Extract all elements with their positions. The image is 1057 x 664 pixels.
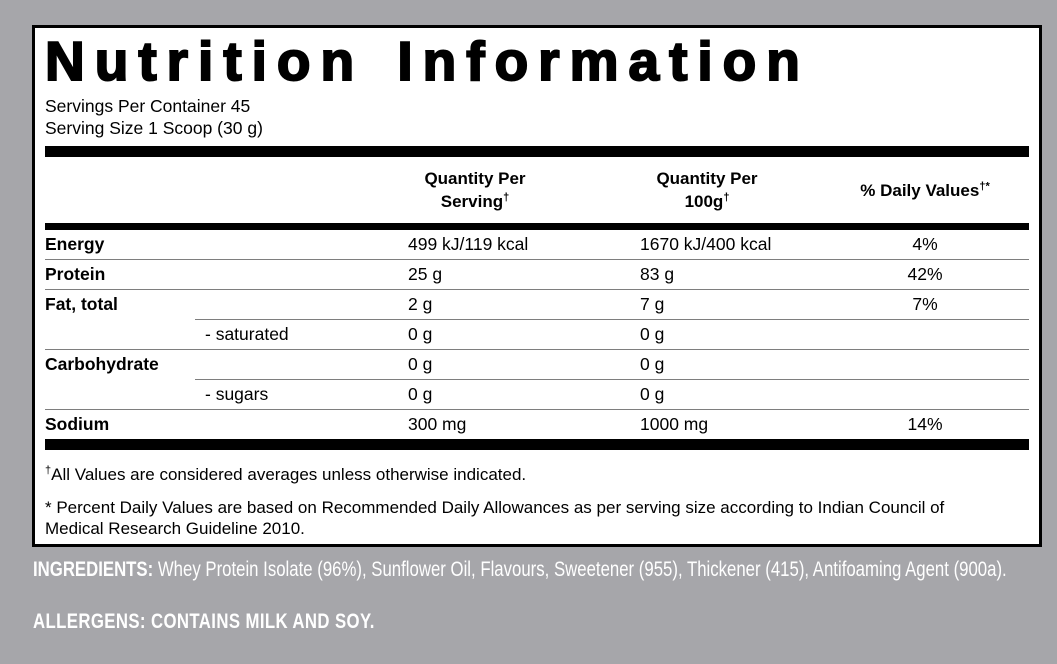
table-row-saturated: - saturated 0 g 0 g — [45, 320, 1029, 349]
row-label: Energy — [45, 234, 105, 254]
row-100g-value: 0 g — [640, 354, 665, 374]
row-serving-value: 25 g — [408, 264, 443, 284]
row-serving-value: 300 mg — [408, 414, 467, 434]
table-row-energy: Energy 499 kJ/119 kcal 1670 kJ/400 kcal … — [45, 230, 1029, 259]
table-row-fat-total: Fat, total 2 g 7 g 7% — [45, 290, 1029, 319]
table-row-sodium: Sodium 300 mg 1000 mg 14% — [45, 410, 1029, 439]
row-separator-indented — [195, 319, 1029, 320]
row-separator-indented — [195, 379, 1029, 380]
allergens-line: ALLERGENS: CONTAINS MILK AND SOY. — [33, 609, 375, 633]
row-separator — [45, 349, 1029, 350]
divider-bar-bottom — [45, 439, 1029, 450]
header-quantity-per-serving: Quantity Per Serving† — [400, 167, 632, 213]
ingredients-line: INGREDIENTS: Whey Protein Isolate (96%),… — [33, 556, 1007, 582]
header-quantity-per-100g: Quantity Per 100g† — [632, 167, 840, 213]
row-separator — [45, 409, 1029, 410]
divider-bar-top — [45, 146, 1029, 157]
row-daily-value: 14% — [907, 414, 943, 434]
row-serving-value: 2 g — [408, 294, 433, 314]
ingredients-text: Whey Protein Isolate (96%), Sunflower Oi… — [153, 557, 1007, 581]
row-100g-value: 0 g — [640, 324, 665, 344]
serving-info: Servings Per Container 45 Serving Size 1… — [45, 95, 1029, 139]
dagger-marker: † — [45, 464, 52, 477]
row-label: Sodium — [45, 414, 110, 434]
table-row-protein: Protein 25 g 83 g 42% — [45, 260, 1029, 289]
row-daily-value: 7% — [912, 294, 938, 314]
dagger-marker: † — [503, 191, 510, 204]
row-sublabel: - sugars — [205, 384, 269, 404]
below-panel-section: INGREDIENTS: Whey Protein Isolate (96%),… — [33, 556, 1053, 634]
header-daily-values: % Daily Values†* — [860, 179, 990, 200]
dagger-marker: † — [723, 191, 730, 204]
divider-bar-header — [45, 223, 1029, 230]
row-serving-value: 0 g — [408, 324, 433, 344]
row-separator — [45, 289, 1029, 290]
footnote-averages: †All Values are considered averages unle… — [45, 464, 527, 484]
footnote-daily-values: * Percent Daily Values are based on Reco… — [45, 498, 945, 538]
row-label: Fat, total — [45, 294, 118, 314]
row-separator — [45, 259, 1029, 260]
dagger-asterisk-marker: †* — [979, 179, 990, 192]
row-serving-value: 0 g — [408, 384, 433, 404]
row-label: Carbohydrate — [45, 354, 159, 374]
ingredients-label: INGREDIENTS: — [33, 557, 154, 581]
serving-size: Serving Size 1 Scoop (30 g) — [45, 118, 263, 138]
row-daily-value: 42% — [907, 264, 943, 284]
row-100g-value: 1670 kJ/400 kcal — [640, 234, 772, 254]
servings-per-container: Servings Per Container 45 — [45, 96, 251, 116]
header-quantity-per-serving-text: Quantity Per Serving† — [424, 169, 526, 211]
row-serving-value: 499 kJ/119 kcal — [408, 234, 529, 254]
header-quantity-per-100g-text: Quantity Per 100g† — [656, 169, 758, 211]
table-row-sugars: - sugars 0 g 0 g — [45, 380, 1029, 409]
row-sublabel: - saturated — [205, 324, 289, 344]
row-label: Protein — [45, 264, 106, 284]
table-row-carbohydrate: Carbohydrate 0 g 0 g — [45, 350, 1029, 379]
row-100g-value: 1000 mg — [640, 414, 709, 434]
row-100g-value: 83 g — [640, 264, 675, 284]
row-daily-value: 4% — [912, 234, 938, 254]
row-serving-value: 0 g — [408, 354, 433, 374]
table-header-row: Quantity Per Serving† Quantity Per 100g† %… — [45, 157, 1029, 223]
nutrition-information-panel: Nutrition Information Servings Per Conta… — [32, 25, 1042, 547]
row-100g-value: 0 g — [640, 384, 665, 404]
row-100g-value: 7 g — [640, 294, 665, 314]
panel-title: Nutrition Information — [44, 30, 810, 92]
